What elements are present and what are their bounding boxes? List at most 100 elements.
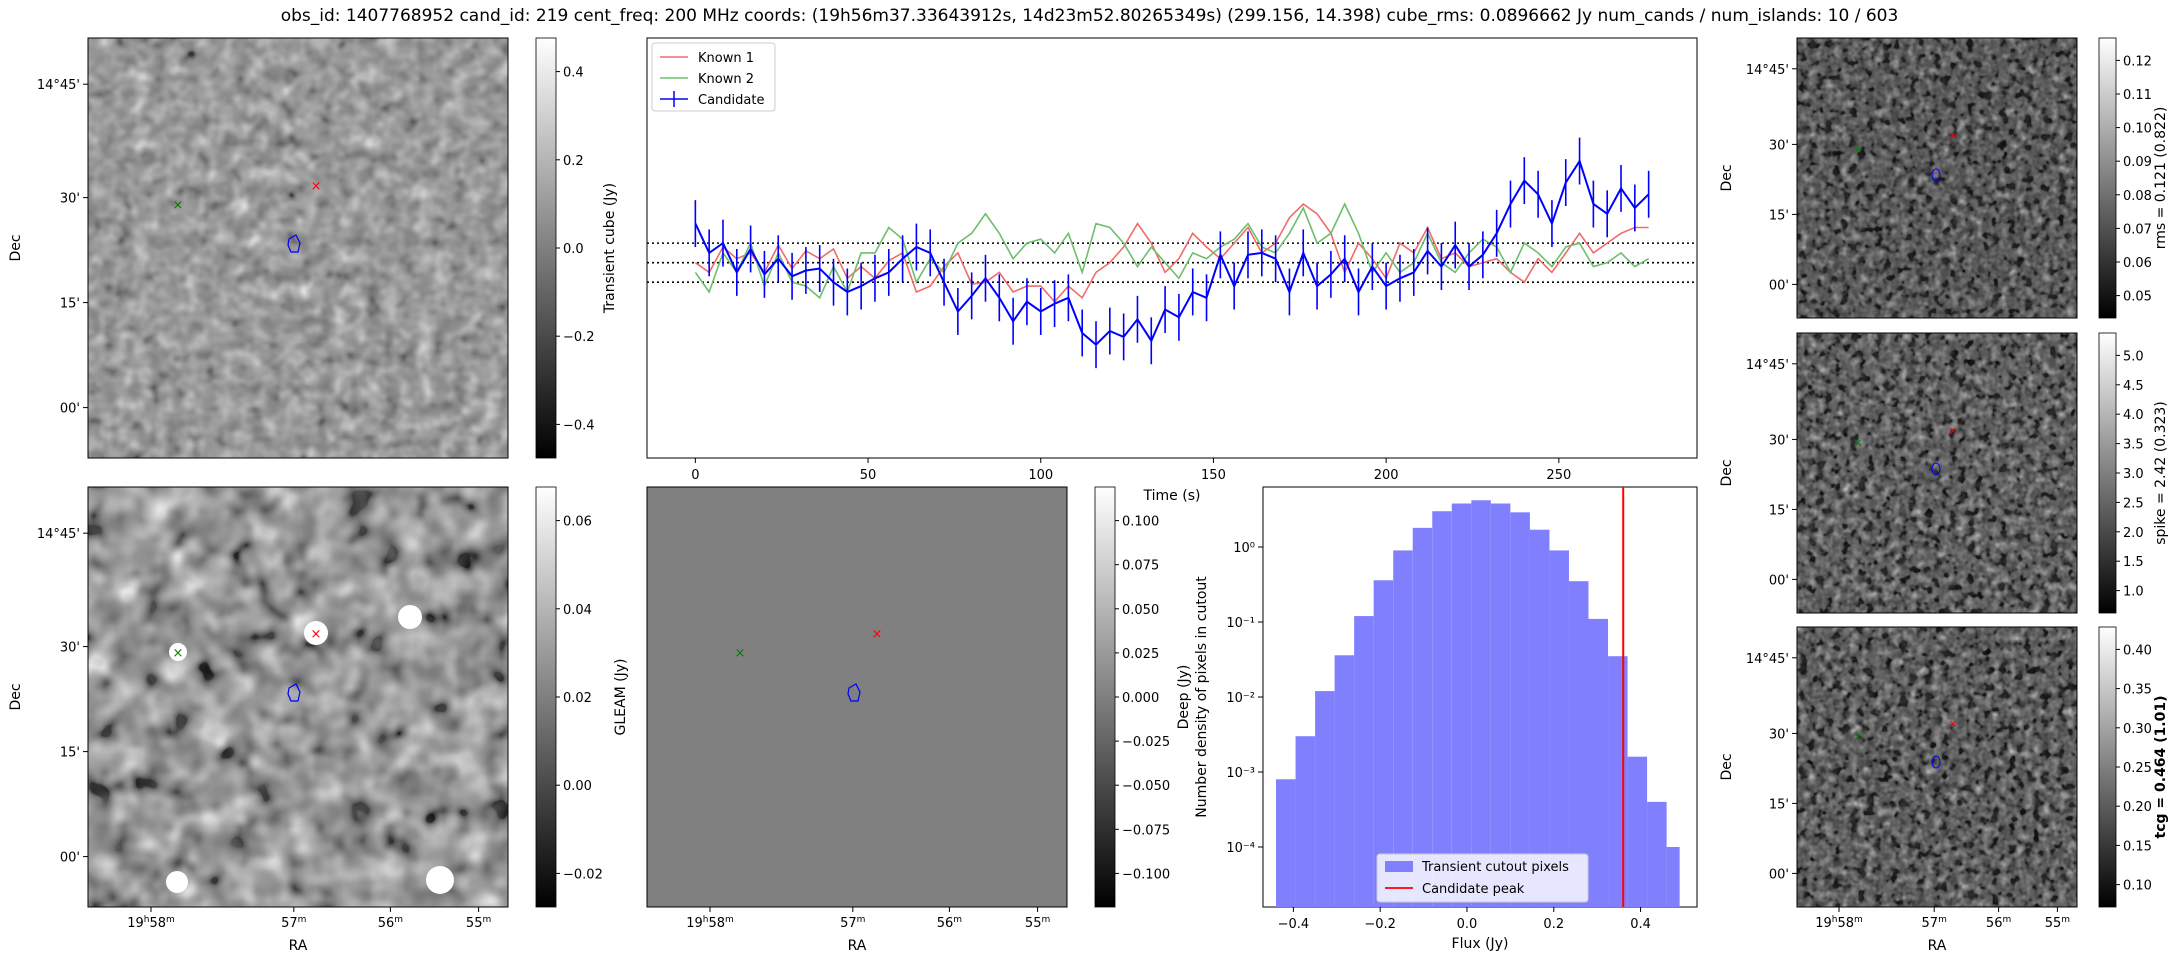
histogram-bar [1393,550,1413,907]
ytick-label: 15' [60,746,80,761]
histogram-bar [1666,847,1680,907]
cbar-tick-label: 2.5 [2123,496,2144,511]
cbar-tick-label: 4.0 [2123,408,2144,423]
cbar-tick-label: 0.00 [563,779,592,794]
xtick-label: −0.4 [1278,917,1310,932]
histogram-bar [1529,529,1550,907]
cbar-tick-label: 1.0 [2123,585,2144,600]
cbar-tick-label: 0.11 [2123,88,2152,103]
legend-hist: Transient cutout pixels [1421,860,1569,875]
cbar-tick-label: 3.0 [2123,467,2144,482]
xtick-label: 0.2 [1543,917,1564,932]
ytick-label: 30' [60,641,80,656]
cbar-tick-label: 0.02 [563,691,592,706]
lightcurve-xlabel: Time (s) [1143,488,1201,504]
p4-ylabel: Dec [1719,459,1735,486]
xtick-label: 56m [937,915,962,931]
cbar-tick-label: −0.100 [1122,867,1170,882]
transient-cube-panel: × × 14°45' 30' 15' 00' Dec 0.4 0.2 0.0 −0.2 −0.… [8,37,618,459]
hist-legend: Transient cutout pixels Candidate peak [1376,853,1589,903]
hist-xlabel: Flux (Jy) [1452,936,1509,952]
cbar-tick-label: 4.5 [2123,379,2144,394]
svg-text:×: × [1948,717,1957,730]
histogram-bar [1568,581,1589,907]
ytick-label: 00' [1769,573,1789,588]
cbar-tick-label: 0.35 [2123,683,2152,698]
cbar-tick-label: −0.4 [563,418,595,433]
xtick-label: 50 [860,468,877,483]
cbar-tick-label: 0.04 [563,603,592,618]
cbar-tick-label: 0.12 [2123,54,2152,69]
p3-colorbar-label: rms = 0.121 (0.822) [2153,107,2169,250]
ytick-label: 00' [60,402,80,417]
p4-colorbar-label: spike = 2.42 (0.323) [2153,401,2169,545]
xtick-label: 55m [466,915,491,931]
histogram-bar [1315,691,1335,907]
cbar-tick-label: 3.5 [2123,438,2144,453]
ytick-label: 14°45' [1746,63,1789,78]
cbar-tick-label: 0.06 [2123,256,2152,271]
cbar-tick-label: 0.10 [2123,879,2152,894]
ytick-label: 30' [1769,727,1789,742]
histogram-bar [1295,736,1316,907]
histogram-bar [1432,511,1452,907]
cbar-tick-label: 0.2 [563,154,584,169]
lightcurve-panel: 0 50 100 150 200 250 Time (s) Known 1 Known 2… [646,37,1698,504]
p8-colorbar-label: tcg = 0.464 (1.01) [2153,696,2169,839]
svg-text:×: × [311,627,322,642]
histogram-bar [1608,656,1628,907]
legend-known1: Known 1 [698,51,754,66]
cbar-tick-label: 0.100 [1122,515,1159,530]
svg-text:×: × [1948,424,1957,437]
ytick-label: 15' [1769,503,1789,518]
figure-title: obs_id: 1407768952 cand_id: 219 cent_fre… [280,6,1899,26]
legend-candidate: Candidate [698,93,764,108]
histogram-bar [1490,503,1511,907]
xtick-label: 200 [1374,468,1399,483]
cbar-tick-label: −0.02 [563,867,603,882]
histogram-bar [1354,616,1374,907]
xtick-label: 55m [2045,915,2070,931]
lightcurve-legend: Known 1 Known 2 Candidate [651,42,776,112]
cbar-tick-label: 0.06 [563,515,592,530]
cbar-tick-label: 0.10 [2123,122,2152,137]
xtick-label: 0.0 [1457,917,1478,932]
ytick-label: 15' [1769,797,1789,812]
cbar-tick-label: −0.2 [563,330,595,345]
xtick-label: 0 [691,468,699,483]
ytick-label: 15' [1769,208,1789,223]
p1-colorbar-label: Transient cube (Jy) [602,183,618,314]
cbar-tick-label: 2.0 [2123,526,2144,541]
histogram-bar [1373,580,1394,907]
xtick-label: 0.4 [1630,917,1651,932]
cbar-tick-label: 0.40 [2123,643,2152,658]
ytick-label: 30' [1769,433,1789,448]
xtick-label: 56m [378,915,403,931]
candidate-contour [287,234,301,253]
known1-marker: × [311,179,322,194]
legend-known2: Known 2 [698,72,754,87]
svg-text:×: × [1853,730,1862,743]
tcg-panel: × × 14°45'30'15'00' 19h58m 57m 56m 55m Dec … [1719,626,2169,954]
histogram-bar [1471,500,1491,907]
xtick-label: 57m [840,915,865,931]
ytick-label: 30' [60,192,80,207]
hist-ylabel: Number density of pixels in cutout [1194,576,1210,818]
xtick-label: 150 [1201,468,1226,483]
legend-peak: Candidate peak [1422,882,1525,897]
cbar-tick-label: 0.4 [563,66,584,81]
cbar-tick-label: −0.025 [1122,735,1170,750]
p5-xlabel: RA [289,938,308,954]
histogram-bar [1510,512,1530,907]
xtick-label: 19h58m [127,915,175,931]
cbar-tick-label: 0.050 [1122,603,1159,618]
svg-text:×: × [1948,129,1957,142]
ytick-label: 14°45' [1746,652,1789,667]
deep-panel: × × 14°45'30'15'00' 19h58m 57m 56m 55m Dec … [8,486,1192,954]
p5-colorbar-label: Deep (Jy) [1176,665,1192,730]
histogram-bar [1549,550,1569,907]
ytick-label: 14°45' [37,78,80,93]
ytick-label: 00' [1769,278,1789,293]
histogram-bar [1627,756,1648,907]
histogram-bar [1334,655,1355,907]
